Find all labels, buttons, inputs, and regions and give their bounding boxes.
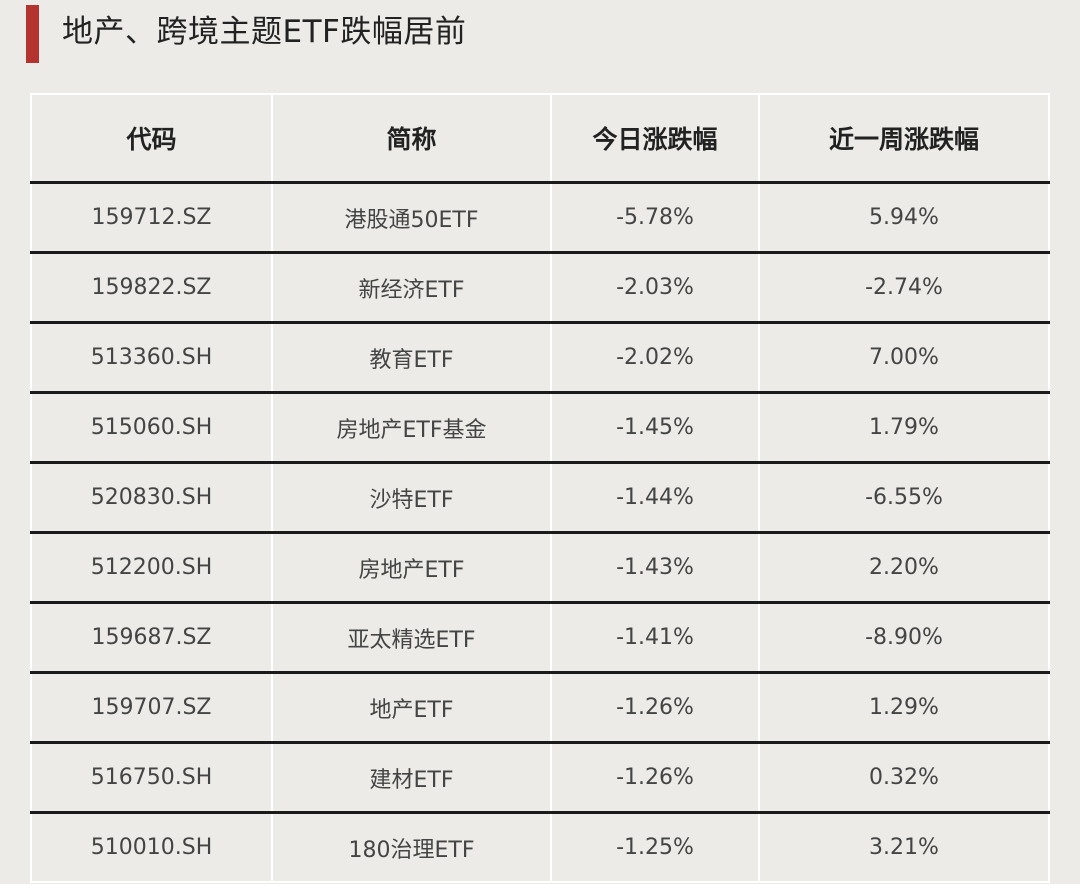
- cell-weekly-change: 5.94%: [758, 182, 1050, 254]
- cell-name: 房地产ETF基金: [271, 392, 552, 464]
- cell-name: 建材ETF: [271, 742, 552, 814]
- cell-name: 房地产ETF: [271, 532, 552, 604]
- cell-code: 512200.SH: [30, 532, 273, 604]
- cell-code: 510010.SH: [30, 812, 273, 883]
- cell-code: 159822.SZ: [30, 252, 273, 324]
- header-name: 简称: [271, 93, 552, 184]
- table-row: 159687.SZ 亚太精选ETF -1.41% -8.90%: [30, 602, 1050, 674]
- cell-weekly-change: -2.74%: [758, 252, 1050, 324]
- cell-daily-change: -1.45%: [550, 392, 760, 464]
- cell-code: 159712.SZ: [30, 182, 273, 254]
- cell-code: 159687.SZ: [30, 602, 273, 674]
- cell-weekly-change: -8.90%: [758, 602, 1050, 674]
- cell-daily-change: -2.03%: [550, 252, 760, 324]
- cell-daily-change: -1.43%: [550, 532, 760, 604]
- table-row: 159707.SZ 地产ETF -1.26% 1.29%: [30, 672, 1050, 744]
- cell-name: 180治理ETF: [271, 812, 552, 883]
- cell-weekly-change: 0.32%: [758, 742, 1050, 814]
- table-row: 515060.SH 房地产ETF基金 -1.45% 1.79%: [30, 392, 1050, 464]
- cell-weekly-change: 2.20%: [758, 532, 1050, 604]
- header-weekly-change: 近一周涨跌幅: [758, 93, 1050, 184]
- cell-weekly-change: 7.00%: [758, 322, 1050, 394]
- cell-daily-change: -1.26%: [550, 742, 760, 814]
- cell-code: 513360.SH: [30, 322, 273, 394]
- cell-weekly-change: 1.79%: [758, 392, 1050, 464]
- table-row: 516750.SH 建材ETF -1.26% 0.32%: [30, 742, 1050, 814]
- table-row: 513360.SH 教育ETF -2.02% 7.00%: [30, 322, 1050, 394]
- cell-name: 亚太精选ETF: [271, 602, 552, 674]
- cell-daily-change: -1.26%: [550, 672, 760, 744]
- cell-weekly-change: 3.21%: [758, 812, 1050, 883]
- cell-code: 520830.SH: [30, 462, 273, 534]
- header-code: 代码: [30, 93, 273, 184]
- page-title: 地产、跨境主题ETF跌幅居前: [62, 14, 467, 50]
- cell-code: 516750.SH: [30, 742, 273, 814]
- cell-name: 地产ETF: [271, 672, 552, 744]
- header-daily-change: 今日涨跌幅: [550, 93, 760, 184]
- table-row: 520830.SH 沙特ETF -1.44% -6.55%: [30, 462, 1050, 534]
- cell-name: 新经济ETF: [271, 252, 552, 324]
- cell-weekly-change: -6.55%: [758, 462, 1050, 534]
- table-row: 512200.SH 房地产ETF -1.43% 2.20%: [30, 532, 1050, 604]
- cell-name: 教育ETF: [271, 322, 552, 394]
- table-row: 159712.SZ 港股通50ETF -5.78% 5.94%: [30, 182, 1050, 254]
- cell-name: 沙特ETF: [271, 462, 552, 534]
- cell-daily-change: -1.41%: [550, 602, 760, 674]
- table-row: 510010.SH 180治理ETF -1.25% 3.21%: [30, 812, 1050, 883]
- cell-daily-change: -2.02%: [550, 322, 760, 394]
- cell-weekly-change: 1.29%: [758, 672, 1050, 744]
- etf-table: 代码 简称 今日涨跌幅 近一周涨跌幅 159712.SZ 港股通50ETF -5.7…: [30, 93, 1050, 883]
- table-header-row: 代码 简称 今日涨跌幅 近一周涨跌幅: [30, 93, 1050, 184]
- cell-daily-change: -5.78%: [550, 182, 760, 254]
- cell-daily-change: -1.25%: [550, 812, 760, 883]
- title-accent-bar: [26, 5, 39, 63]
- cell-code: 515060.SH: [30, 392, 273, 464]
- cell-daily-change: -1.44%: [550, 462, 760, 534]
- cell-name: 港股通50ETF: [271, 182, 552, 254]
- table-row: 159822.SZ 新经济ETF -2.03% -2.74%: [30, 252, 1050, 324]
- cell-code: 159707.SZ: [30, 672, 273, 744]
